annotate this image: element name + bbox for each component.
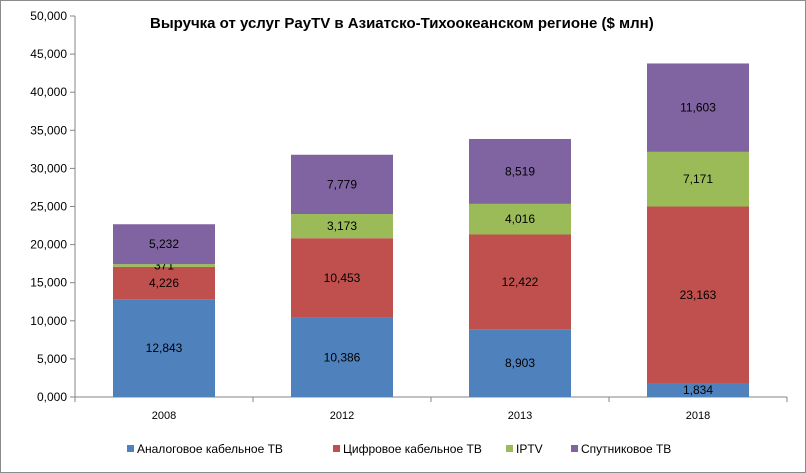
data-label: 4,016 — [505, 212, 535, 226]
data-label: 10,386 — [324, 350, 361, 364]
data-label: 23,163 — [680, 288, 717, 302]
x-tick-label: 2008 — [152, 410, 176, 422]
bar-segment — [113, 299, 215, 397]
x-tick-label: 2018 — [686, 410, 710, 422]
y-tick-label: 25,000 — [30, 200, 67, 214]
chart-title: Выручка от услуг PayTV в Азиатско-Тихоок… — [150, 15, 654, 32]
data-label: 11,603 — [680, 101, 716, 115]
bar-segment — [647, 151, 749, 207]
y-tick-label: 10,000 — [30, 314, 67, 328]
bar-segment — [291, 154, 393, 215]
y-tick-label: 45,000 — [30, 47, 67, 61]
bar-segment — [291, 238, 393, 318]
bar-segment — [469, 138, 571, 204]
legend-swatch — [127, 445, 134, 452]
bar-segment — [113, 224, 215, 265]
bar-segment — [291, 214, 393, 239]
data-label: 7,779 — [327, 177, 357, 191]
y-tick-label: 20,000 — [30, 238, 67, 252]
data-label: 12,422 — [502, 275, 539, 289]
data-label: 8,519 — [505, 164, 535, 178]
data-label: 1,834 — [683, 383, 713, 397]
y-tick-label: 40,000 — [30, 85, 67, 99]
y-tick-label: 30,000 — [30, 161, 67, 175]
bar-segment — [469, 329, 571, 397]
legend-label: Аналоговое кабельное ТВ — [137, 442, 283, 456]
y-tick-label: 50,000 — [30, 9, 67, 23]
y-tick-label: 0,000 — [37, 390, 67, 404]
legend-swatch — [571, 445, 578, 452]
bar-segment — [647, 206, 749, 384]
data-label: 7,171 — [683, 172, 713, 186]
data-label: 8,903 — [505, 356, 535, 370]
bar-segment — [113, 264, 215, 267]
data-label: 5,232 — [149, 237, 179, 251]
data-label: 3,173 — [327, 219, 357, 233]
legend-label: Цифровое кабельное ТВ — [343, 442, 482, 456]
bar-segment — [469, 234, 571, 330]
bar-segment — [291, 317, 393, 397]
bar-segment — [469, 203, 571, 235]
legend-label: Спутниковое ТВ — [581, 442, 671, 456]
y-tick-label: 35,000 — [30, 123, 67, 137]
bar-segment — [647, 63, 749, 152]
data-label: 12,843 — [146, 341, 183, 355]
y-tick-label: 5,000 — [37, 352, 67, 366]
legend-swatch — [506, 445, 513, 452]
x-tick-label: 2012 — [330, 410, 354, 422]
x-tick-label: 2013 — [508, 410, 532, 422]
bar-segment — [647, 383, 749, 397]
data-label: 4,226 — [149, 276, 179, 290]
data-label: 10,453 — [324, 271, 361, 285]
legend-label: IPTV — [516, 442, 543, 456]
y-tick-label: 15,000 — [30, 276, 67, 290]
legend-swatch — [333, 445, 340, 452]
bar-segment — [113, 266, 215, 300]
